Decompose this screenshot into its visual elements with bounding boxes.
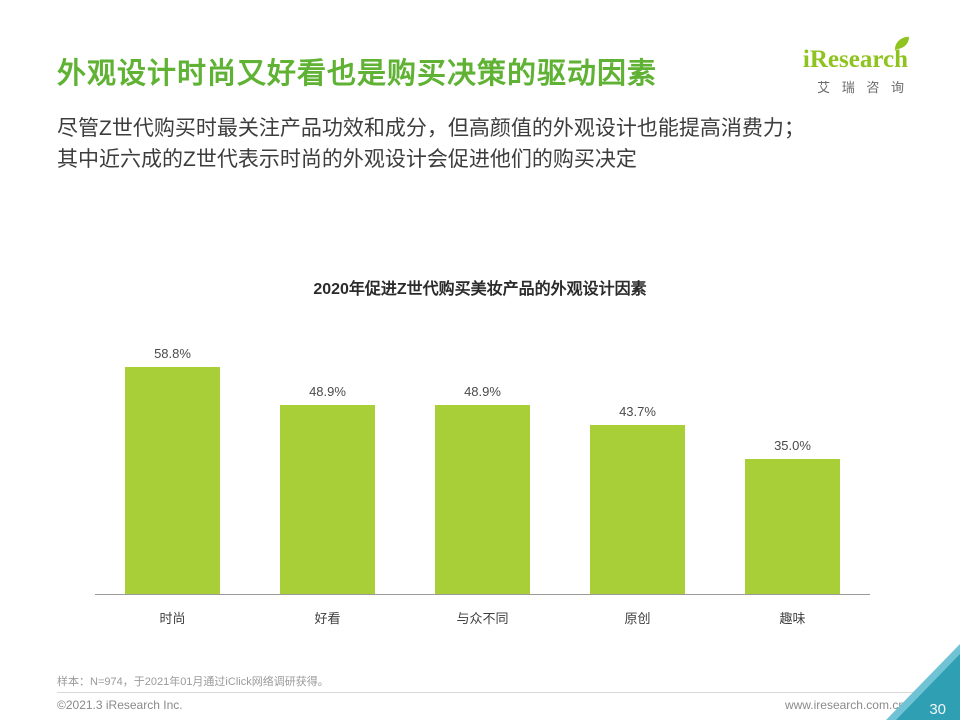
bar-group: 48.9% [405,338,560,594]
bar-value-label: 48.9% [464,384,501,399]
slide-summary: 尽管Z世代购买时最关注产品功效和成分，但高颜值的外观设计也能提高消费力； 其中近… [57,113,917,175]
footer-divider [57,692,960,693]
bar-value-label: 43.7% [619,404,656,419]
bar-value-label: 35.0% [774,438,811,453]
category-label: 好看 [314,611,341,626]
website-link[interactable]: www.iresearch.com.cn [784,698,905,712]
bar-group: 58.8% [95,338,250,594]
corner-decoration [886,644,960,720]
bar [125,367,220,594]
bar [590,425,685,594]
copyright-text: ©2021.3 iResearch Inc. [57,698,183,712]
bar [280,405,375,594]
page-title: 外观设计时尚又好看也是购买决策的驱动因素 [57,58,658,90]
logo-chinese-text: 艾 瑞 咨 询 [817,80,908,95]
summary-line-1: 尽管Z世代购买时最关注产品功效和成分，但高颜值的外观设计也能提高消费力； [57,117,805,140]
logo-brand-text: iResearch [802,36,909,74]
logo-brand-word: iResearch [802,46,908,73]
bar-value-label: 48.9% [309,384,346,399]
bar-group: 43.7% [560,338,715,594]
leaf-icon [895,36,909,50]
bar-group: 48.9% [250,338,405,594]
category-label: 趣味 [779,611,806,626]
category-label: 时尚 [159,611,186,626]
chart-plot-area: 58.8% 48.9% 48.9% 43.7% 35.0% [95,338,870,595]
bar-value-label: 58.8% [154,346,191,361]
chart-title: 2020年促进Z世代购买美妆产品的外观设计因素 [313,281,647,298]
iresearch-logo: iResearch 艾 瑞 咨 询 [778,36,909,96]
chart-category-axis: 时尚 好看 与众不同 原创 趣味 [95,608,870,627]
footer: ©2021.3 iResearch Inc. www.iresearch.com… [57,698,905,712]
category-label: 与众不同 [456,611,509,626]
bar [435,405,530,594]
bar [745,459,840,594]
logo-chinese-name: 艾 瑞 咨 询 [778,77,908,96]
bar-chart: 58.8% 48.9% 48.9% 43.7% 35.0% 时尚 好看 与众不同 原创 趣味 [95,338,870,627]
sample-footnote: 样本：N=974，于2021年01月通过iClick网络调研获得。 [57,676,329,688]
summary-line-2: 其中近六成的Z世代表示时尚的外观设计会促进他们的购买决定 [57,148,637,171]
bar-group: 35.0% [715,338,870,594]
page-number: 30 [929,701,946,718]
category-label: 原创 [624,611,651,626]
